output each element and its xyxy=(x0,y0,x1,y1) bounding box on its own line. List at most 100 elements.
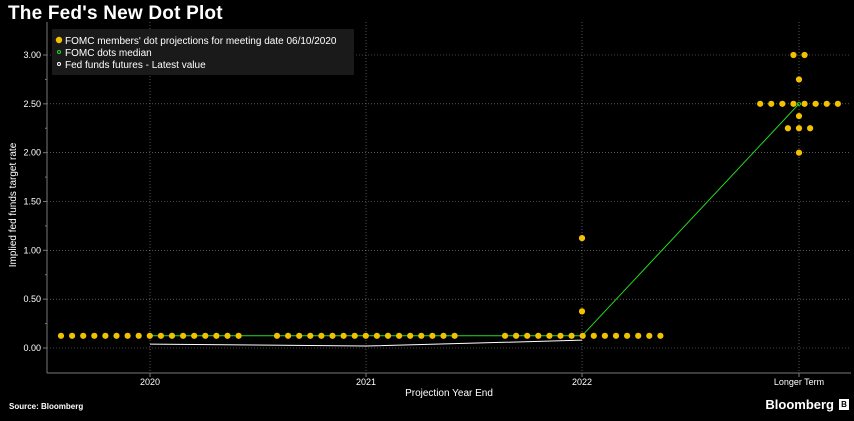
fomc-dot xyxy=(69,332,76,339)
fomc-dot xyxy=(624,332,631,339)
fomc-dot xyxy=(91,332,98,339)
axes-layer: 0.00 0.50 1.00 1.50 2.00 2.50 3.00 2020 2021 2022… xyxy=(23,22,851,387)
fomc-dot xyxy=(590,332,597,339)
fomc-dot xyxy=(535,332,542,339)
fomc-dot xyxy=(440,332,447,339)
fomc-dot xyxy=(135,332,142,339)
fomc-dot xyxy=(224,332,231,339)
fomc-dot xyxy=(612,332,620,339)
bloomberg-logo: Bloomberg xyxy=(765,397,834,412)
fomc-dot xyxy=(795,112,803,120)
fomc-dot xyxy=(296,332,303,339)
fomc-dot xyxy=(795,125,803,132)
fomc-dot xyxy=(273,332,281,339)
y-tick-label: 1.50 xyxy=(23,197,41,207)
fomc-dot xyxy=(124,332,131,339)
fomc-dot xyxy=(768,100,775,107)
fomc-dot xyxy=(373,332,380,339)
dots-layer xyxy=(57,51,841,339)
fomc-dot xyxy=(635,332,642,339)
median-point xyxy=(797,101,802,106)
fomc-dot xyxy=(524,332,531,339)
fomc-dot xyxy=(157,332,164,339)
fomc-dot xyxy=(779,100,786,107)
fomc-dot xyxy=(213,332,220,339)
chart-title: The Fed's New Dot Plot xyxy=(8,3,223,24)
legend-median-marker xyxy=(57,50,61,54)
fomc-dot xyxy=(362,332,369,339)
fomc-dot xyxy=(113,332,120,339)
x-axis-label: Projection Year End xyxy=(405,388,493,399)
y-tick-label: 2.00 xyxy=(23,148,41,158)
fomc-dot xyxy=(146,332,153,339)
fomc-dot xyxy=(823,100,830,107)
y-axis-label: Implied fed funds target rate xyxy=(8,142,19,267)
fomc-dot xyxy=(790,51,797,59)
y-tick-label: 3.00 xyxy=(23,50,41,60)
fomc-dot xyxy=(557,332,564,339)
fomc-dot xyxy=(513,332,520,339)
fomc-dot xyxy=(396,332,403,339)
x-tick-label: Longer Term xyxy=(774,377,824,387)
fomc-dot xyxy=(451,332,458,339)
fomc-dot xyxy=(418,332,425,339)
fomc-dot xyxy=(191,332,198,339)
fomc-dot xyxy=(568,332,575,339)
fomc-dot xyxy=(80,332,87,339)
fomc-dot xyxy=(235,332,242,339)
futures-line xyxy=(149,339,583,347)
fomc-dot xyxy=(546,332,553,339)
legend-futures-label: Fed funds futures - Latest value xyxy=(65,60,206,71)
fomc-dot xyxy=(801,51,808,59)
fomc-dot xyxy=(501,332,509,339)
fomc-dot xyxy=(646,332,653,339)
fomc-dot xyxy=(340,332,347,339)
grid-layer xyxy=(47,22,851,373)
fomc-dot xyxy=(834,100,841,107)
fomc-dot xyxy=(578,235,586,242)
fomc-dot xyxy=(202,332,209,339)
x-tick-label: 2020 xyxy=(140,377,160,387)
source-note: Source: Bloomberg xyxy=(9,402,84,411)
fomc-dot xyxy=(579,332,586,339)
legend: FOMC members' dot projections for meetin… xyxy=(52,29,354,75)
fomc-dot xyxy=(351,332,358,339)
fomc-dot xyxy=(601,332,609,339)
fomc-dot xyxy=(407,332,414,339)
fomc-dot xyxy=(657,332,664,339)
fomc-dot xyxy=(329,332,336,339)
fomc-dot xyxy=(795,149,803,156)
fomc-dot xyxy=(180,332,187,339)
bloomberg-b-icon: B xyxy=(839,399,849,410)
fomc-dot xyxy=(807,125,814,132)
fomc-dot xyxy=(429,332,436,339)
fomc-dot xyxy=(307,332,314,339)
y-tick-label: 0.50 xyxy=(23,294,41,304)
fomc-dot xyxy=(285,332,292,339)
fomc-dot xyxy=(384,332,392,339)
fomc-dot xyxy=(784,125,792,132)
x-tick-label: 2022 xyxy=(572,377,592,387)
fomc-dot xyxy=(795,76,803,83)
fomc-dot xyxy=(168,332,176,339)
line-layer xyxy=(147,101,802,347)
legend-dots-marker xyxy=(55,36,63,44)
fomc-dot xyxy=(57,332,65,339)
legend-dots-label: FOMC members' dot projections for meetin… xyxy=(65,36,337,47)
fomc-dot xyxy=(318,332,325,339)
fomc-dot xyxy=(812,100,819,107)
legend-futures-marker xyxy=(57,62,61,66)
median-line xyxy=(150,103,800,337)
y-tick-label: 1.00 xyxy=(23,245,41,255)
fomc-dot xyxy=(102,332,109,339)
fomc-dot xyxy=(801,100,808,107)
y-tick-label: 0.00 xyxy=(23,343,41,353)
legend-median-label: FOMC dots median xyxy=(65,48,152,59)
legend-background xyxy=(52,29,354,75)
fomc-dot xyxy=(790,100,797,107)
fomc-dot xyxy=(578,308,586,315)
fomc-dot xyxy=(757,100,764,107)
y-tick-label: 2.50 xyxy=(23,99,41,109)
x-tick-label: 2021 xyxy=(356,377,376,387)
